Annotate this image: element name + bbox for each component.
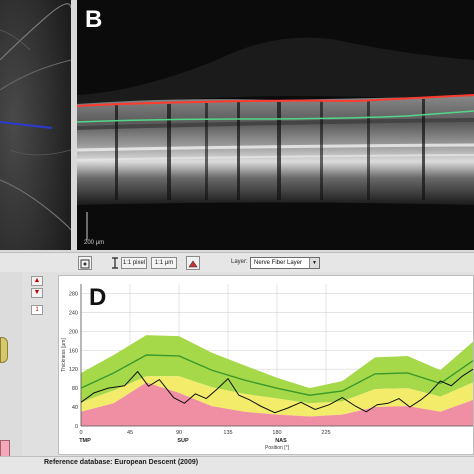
y-tick-label: 80 xyxy=(72,386,78,392)
y-tick-label: 280 xyxy=(69,291,78,297)
scale-micron-button[interactable]: 1:1 μm xyxy=(151,257,177,269)
y-tick-label: 120 xyxy=(69,367,78,373)
footer-bar xyxy=(0,456,474,474)
fit-view-button[interactable] xyxy=(78,256,92,270)
fundus-overview-icon xyxy=(0,337,8,363)
rnfl-boundary-line xyxy=(77,110,474,123)
region-label: SUP xyxy=(177,438,189,444)
x-tick-label: 45 xyxy=(127,430,133,436)
reference-database-label: Reference database: European Descent (20… xyxy=(44,459,199,466)
oct-svg xyxy=(77,0,474,250)
oct-bscan: B 200 μm xyxy=(77,0,474,250)
scale-pixel-button[interactable]: 1:1 pixel xyxy=(121,257,147,269)
layer-tool-button[interactable] xyxy=(186,256,200,270)
layer-tool-icon xyxy=(188,260,198,268)
page-number: 1 xyxy=(31,305,43,315)
y-tick-label: 40 xyxy=(72,405,78,411)
panel-b-label: B xyxy=(85,6,103,33)
mean-thickness-line xyxy=(80,354,474,396)
fundus-svg xyxy=(0,0,71,250)
arrow-down-icon: ▼ xyxy=(33,289,41,296)
ilm-boundary-line xyxy=(77,94,474,107)
y-tick-label: 160 xyxy=(69,348,78,354)
layer-select-value: Nerve Fiber Layer xyxy=(254,260,303,266)
x-axis-label: Position [°] xyxy=(265,445,290,451)
scroll-up-button[interactable]: ▲ xyxy=(31,276,43,286)
toolbar: 1:1 pixel 1:1 μm Layer: Nerve Fiber Laye… xyxy=(0,252,474,272)
x-tick-label: 0 xyxy=(79,430,82,436)
arrow-up-icon: ▲ xyxy=(33,277,41,284)
x-tick-label: 180 xyxy=(272,430,281,436)
region-label: NAS xyxy=(275,438,287,444)
x-tick-label: 135 xyxy=(223,430,232,436)
chevron-down-icon: ▼ xyxy=(309,258,319,268)
scan-position-line xyxy=(0,121,53,129)
y-tick-label: 240 xyxy=(69,310,78,316)
layer-select[interactable]: Nerve Fiber Layer ▼ xyxy=(250,257,320,269)
left-side-panel xyxy=(0,272,22,474)
y-axis-label: Thickness [μm] xyxy=(61,338,67,372)
fundus-image xyxy=(0,0,71,250)
region-label: TMP xyxy=(79,438,91,444)
thickness-chart: 0 40 80 120 160 200 240 280 0 45 90 135 180 225 TMP SUP… xyxy=(58,275,474,455)
scale-bar-label: 200 μm xyxy=(84,240,105,246)
layer-label: Layer: xyxy=(231,259,248,265)
x-tick-label: 225 xyxy=(321,430,330,436)
x-tick-label: 90 xyxy=(176,430,182,436)
scroll-down-button[interactable]: ▼ xyxy=(31,288,43,298)
fit-view-icon xyxy=(80,259,90,269)
y-tick-label: 200 xyxy=(69,329,78,335)
scale-icon xyxy=(110,256,120,270)
normal-range-band xyxy=(81,335,473,404)
y-tick-label: 0 xyxy=(75,424,78,430)
thickness-chart-svg: 0 40 80 120 160 200 240 280 0 45 90 135 180 225 TMP SUP… xyxy=(61,284,474,451)
outside-normal-band xyxy=(81,382,473,426)
panel-d-label: D xyxy=(89,284,107,311)
patient-thickness-line xyxy=(80,368,474,414)
